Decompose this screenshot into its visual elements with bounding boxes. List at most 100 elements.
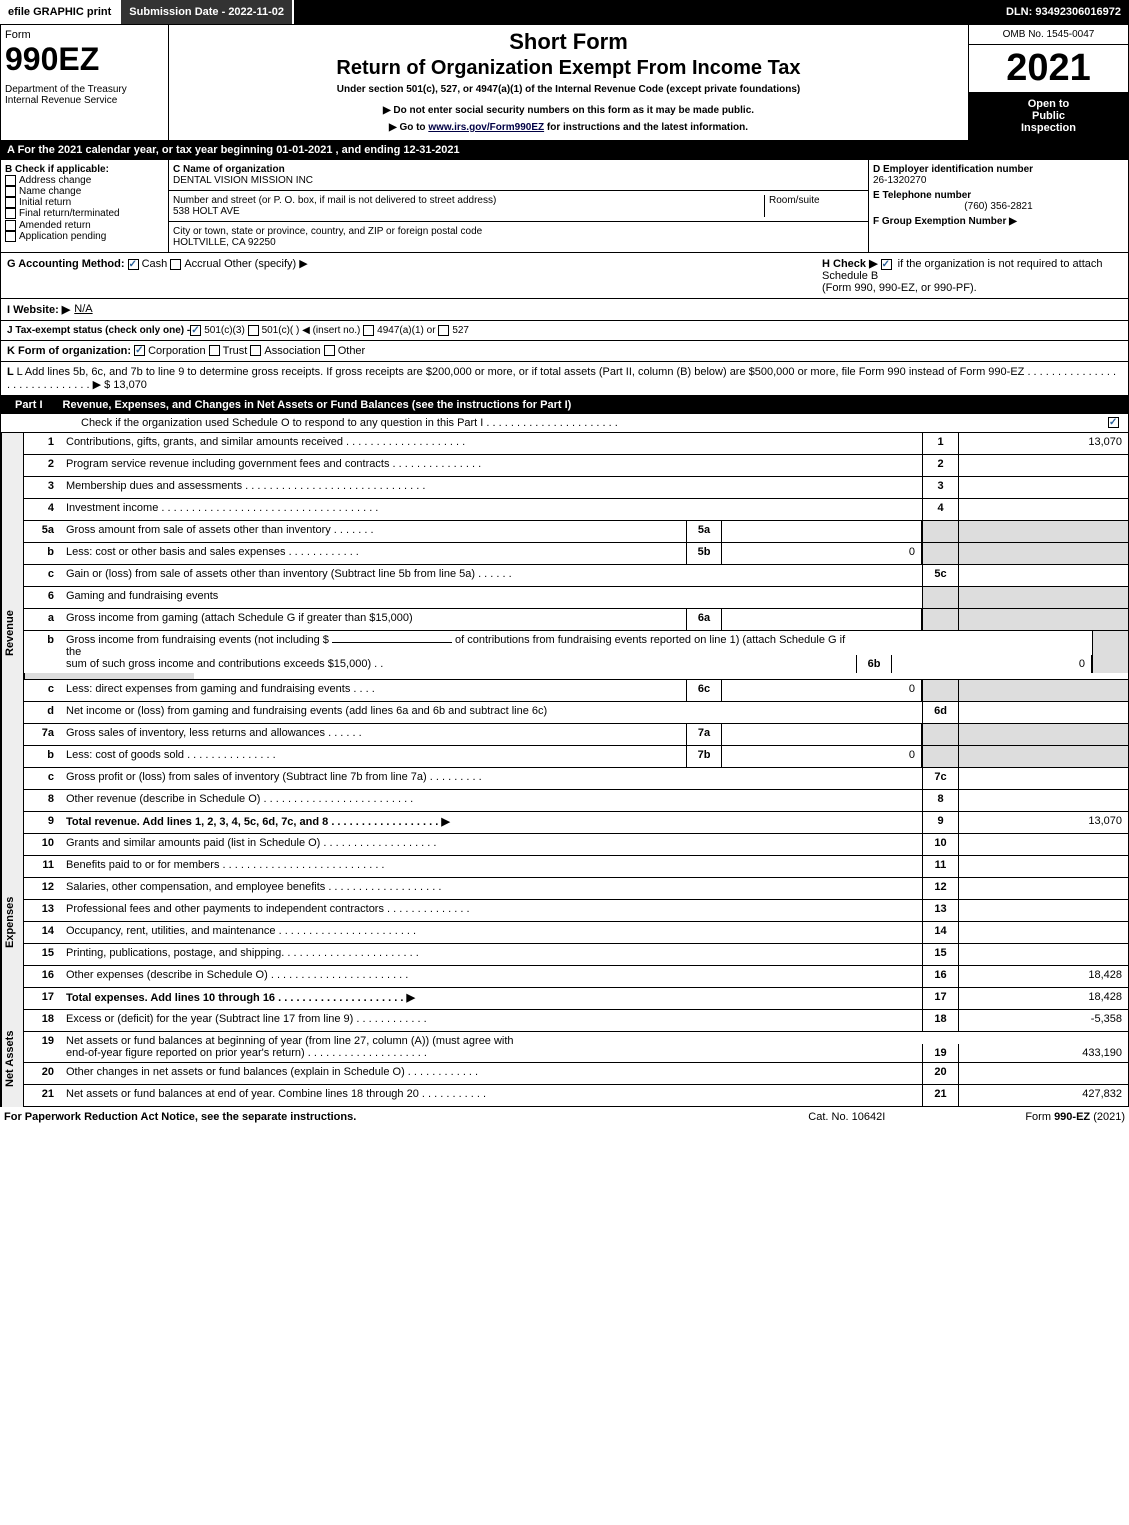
ln6c-midval: 0 — [722, 680, 922, 701]
cb-address-change[interactable] — [5, 175, 16, 186]
ln5a-mid: 5a — [686, 521, 722, 542]
city-value: HOLTVILLE, CA 92250 — [173, 237, 864, 248]
ln2-no: 2 — [24, 455, 60, 476]
ln14-no: 14 — [24, 922, 60, 943]
tel-label: E Telephone number — [873, 190, 1124, 201]
l-value: $ 13,070 — [104, 379, 147, 391]
line-17: 17Total expenses. Add lines 10 through 1… — [23, 988, 1129, 1010]
open1: Open to — [975, 98, 1122, 110]
tel-value: (760) 356-2821 — [873, 201, 1124, 212]
note-goto: ▶ Go to www.irs.gov/Form990EZ for instru… — [173, 122, 964, 133]
ln11-desc: Benefits paid to or for members . . . . … — [60, 856, 922, 877]
goto-pre: ▶ Go to — [389, 122, 428, 133]
ln9-no: 9 — [24, 812, 60, 833]
ln18-no: 18 — [24, 1010, 60, 1031]
ln6b-shade2 — [24, 673, 194, 679]
cb-corporation[interactable] — [134, 345, 145, 356]
col-c: C Name of organization DENTAL VISION MIS… — [169, 160, 868, 252]
ln19-desc: Net assets or fund balances at beginning… — [60, 1032, 922, 1062]
opt-4947: 4947(a)(1) or — [377, 325, 435, 336]
opt-cash: Cash — [142, 258, 168, 270]
ln18-desc: Excess or (deficit) for the year (Subtra… — [60, 1010, 922, 1031]
line-5c: cGain or (loss) from sale of assets othe… — [23, 565, 1129, 587]
ln7b-desc: Less: cost of goods sold . . . . . . . .… — [60, 746, 686, 767]
line-6c: cLess: direct expenses from gaming and f… — [23, 680, 1129, 702]
cb-501c[interactable] — [248, 325, 259, 336]
ln5b-shade1 — [922, 543, 958, 564]
ln5c-val — [958, 565, 1128, 586]
form-header: Form 990EZ Department of the Treasury In… — [0, 24, 1129, 141]
ln9-val: 13,070 — [958, 812, 1128, 833]
ln20-val — [958, 1063, 1128, 1084]
ln7c-no: c — [24, 768, 60, 789]
cb-amended[interactable] — [5, 220, 16, 231]
ln5b-desc: Less: cost or other basis and sales expe… — [60, 543, 686, 564]
cb-association[interactable] — [250, 345, 261, 356]
g-label: G Accounting Method: — [7, 258, 125, 270]
part-1-header: Part I Revenue, Expenses, and Changes in… — [0, 396, 1129, 433]
ln7a-no: 7a — [24, 724, 60, 745]
cb-name-change[interactable] — [5, 186, 16, 197]
ln1-cell: 1 — [922, 433, 958, 454]
ln19-no: 19 — [24, 1032, 60, 1062]
ln1-no: 1 — [24, 433, 60, 454]
ln13-desc: Professional fees and other payments to … — [60, 900, 922, 921]
open2: Public — [975, 110, 1122, 122]
ln8-desc: Other revenue (describe in Schedule O) .… — [60, 790, 922, 811]
opt-accrual: Accrual — [184, 258, 221, 270]
ln3-cell: 3 — [922, 477, 958, 498]
cb-app-pending[interactable] — [5, 231, 16, 242]
ln7b-no: b — [24, 746, 60, 767]
g-accounting: G Accounting Method: Cash Accrual Other … — [7, 257, 308, 294]
ln4-desc: Investment income . . . . . . . . . . . … — [60, 499, 922, 520]
irs-link[interactable]: www.irs.gov/Form990EZ — [428, 122, 544, 133]
ln6c-no: c — [24, 680, 60, 701]
ln20-desc: Other changes in net assets or fund bala… — [60, 1063, 922, 1084]
ln7b-shade1 — [922, 746, 958, 767]
ln3-desc: Membership dues and assessments . . . . … — [60, 477, 922, 498]
cb-schedule-b[interactable] — [881, 259, 892, 270]
footer-catno: Cat. No. 10642I — [808, 1111, 885, 1123]
ln6b-shade1 — [1092, 631, 1128, 673]
part-number: Part I — [7, 399, 51, 411]
cb-other-org[interactable] — [324, 345, 335, 356]
ln7b-mid: 7b — [686, 746, 722, 767]
goto-post: for instructions and the latest informat… — [544, 122, 748, 133]
opt-other: Other — [338, 345, 366, 357]
b-label: B Check if applicable: — [5, 164, 164, 175]
cb-schedule-o[interactable] — [1108, 417, 1119, 428]
cb-cash[interactable] — [128, 259, 139, 270]
row-l: L L Add lines 5b, 6c, and 7b to line 9 t… — [0, 362, 1129, 396]
ln16-no: 16 — [24, 966, 60, 987]
ln6b-midval: 0 — [892, 655, 1092, 673]
j-label: J Tax-exempt status (check only one) - — [7, 325, 190, 336]
ln14-desc: Occupancy, rent, utilities, and maintena… — [60, 922, 922, 943]
cb-final-return[interactable] — [5, 208, 16, 219]
line-18: 18Excess or (deficit) for the year (Subt… — [23, 1010, 1129, 1032]
line-12: 12Salaries, other compensation, and empl… — [23, 878, 1129, 900]
row-g-h: G Accounting Method: Cash Accrual Other … — [0, 253, 1129, 299]
ln6c-mid: 6c — [686, 680, 722, 701]
ln16-val: 18,428 — [958, 966, 1128, 987]
ln6d-cell: 6d — [922, 702, 958, 723]
cb-trust[interactable] — [209, 345, 220, 356]
ln9-desc: Total revenue. Add lines 1, 2, 3, 4, 5c,… — [60, 812, 922, 833]
ln6b-desc1: Gross income from fundraising events (no… — [66, 634, 329, 646]
cb-527[interactable] — [438, 325, 449, 336]
ln20-no: 20 — [24, 1063, 60, 1084]
dln-number: DLN: 93492306016972 — [998, 0, 1129, 24]
cb-initial-return[interactable] — [5, 197, 16, 208]
opt-corp: Corporation — [148, 345, 205, 357]
row-j: J Tax-exempt status (check only one) - 5… — [0, 321, 1129, 341]
cb-4947[interactable] — [363, 325, 374, 336]
cb-accrual[interactable] — [170, 259, 181, 270]
note-ssn: ▶ Do not enter social security numbers o… — [173, 105, 964, 116]
ln12-desc: Salaries, other compensation, and employ… — [60, 878, 922, 899]
ln3-no: 3 — [24, 477, 60, 498]
netassets-group: Net Assets 18Excess or (deficit) for the… — [0, 1010, 1129, 1107]
line-6d: dNet income or (loss) from gaming and fu… — [23, 702, 1129, 724]
ein-value: 26-1320270 — [873, 175, 1124, 186]
cb-501c3[interactable] — [190, 325, 201, 336]
fr-post: (2021) — [1090, 1111, 1125, 1123]
ln6-shade2 — [958, 587, 1128, 608]
